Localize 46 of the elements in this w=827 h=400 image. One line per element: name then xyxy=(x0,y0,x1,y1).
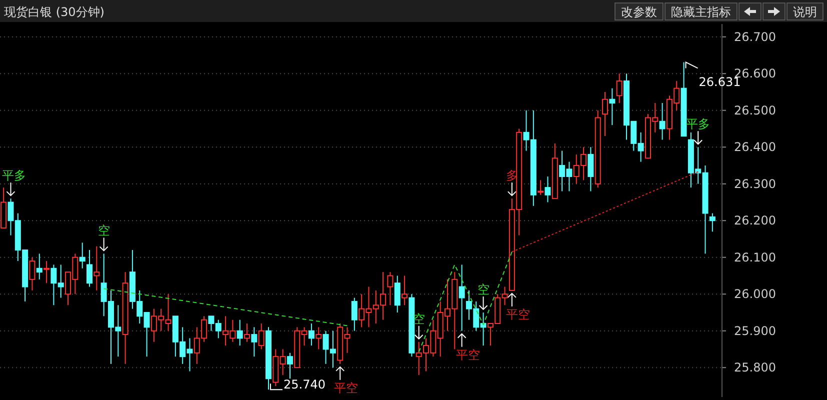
candlestick xyxy=(609,88,616,126)
annotation: 平多 xyxy=(2,168,26,183)
text: 改参数 xyxy=(621,5,657,19)
annotation: 平空 xyxy=(506,307,530,322)
candlestick xyxy=(258,323,264,350)
candlestick xyxy=(44,260,50,284)
y-tick-label: 26.400 xyxy=(734,140,776,154)
candlestick xyxy=(79,242,86,269)
candlestick xyxy=(316,326,322,350)
candlestick xyxy=(36,253,42,280)
y-tick-label: 26.000 xyxy=(734,287,776,302)
candlestick xyxy=(387,272,394,306)
candlestick xyxy=(244,323,250,342)
annotation: 平空 xyxy=(334,380,358,395)
candlestick xyxy=(588,146,594,192)
chart-title: 现货白银 (30分钟) xyxy=(4,5,104,19)
annotation: 空 xyxy=(477,282,490,296)
candlestick xyxy=(251,326,258,358)
annotation: 平空 xyxy=(456,348,480,362)
y-tick-label: 26.200 xyxy=(734,214,776,228)
candlestick xyxy=(394,275,400,313)
candlestick xyxy=(308,323,314,346)
candlestick xyxy=(538,180,544,196)
candlestick xyxy=(29,256,36,291)
candlestick xyxy=(709,212,716,232)
candlestick xyxy=(458,264,465,332)
y-tick-label: 26.100 xyxy=(734,250,776,264)
annotation: 25.740 xyxy=(284,378,326,392)
text: 隐藏主指标 xyxy=(671,5,731,19)
candlestick xyxy=(86,250,93,288)
y-tick-label: 26.500 xyxy=(734,103,776,118)
text: 说明 xyxy=(793,5,817,19)
candlestick xyxy=(94,246,100,291)
annotation: 空 xyxy=(98,224,110,238)
y-tick-label: 25.800 xyxy=(734,360,776,375)
candlestick xyxy=(402,275,408,306)
candlestick xyxy=(544,176,551,203)
candlestick xyxy=(351,297,358,332)
y-tick-label: 26.300 xyxy=(734,176,776,191)
candlestick xyxy=(659,102,666,140)
candlestick xyxy=(616,73,622,104)
y-tick-label: 25.900 xyxy=(734,324,776,338)
candlestick xyxy=(286,352,293,380)
candlestick xyxy=(602,91,608,137)
candlestick xyxy=(236,319,243,346)
y-tick-label: 26.700 xyxy=(734,30,776,44)
